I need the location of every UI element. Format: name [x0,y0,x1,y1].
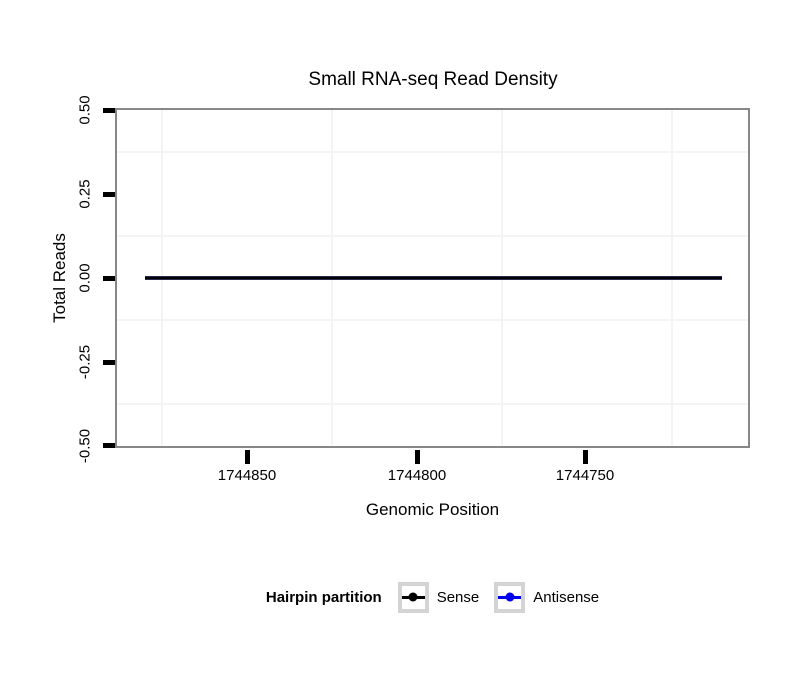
y-axis-title: Total Reads [50,233,69,323]
sense-point-icon [408,592,418,602]
x-tick-label: 1744850 [217,467,277,484]
overlapping-sense-antisense-line [145,276,722,280]
y-tick-mark [103,360,117,365]
legend-key-antisense [494,581,526,613]
minor-gridline-horizontal [117,151,748,153]
minor-gridline-horizontal [117,403,748,405]
x-tick-label: 1744800 [387,467,447,484]
legend: Hairpin partition Sense Antisense [117,579,748,615]
legend-label-sense: Sense [436,588,480,606]
y-tick-label: 0.50 [76,95,94,125]
y-tick-mark [103,443,117,448]
legend-label-antisense: Antisense [533,588,600,606]
minor-gridline-horizontal [117,235,748,237]
x-tick-label: 1744750 [555,467,615,484]
plot-panel [115,108,750,448]
legend-key-sense [397,581,429,613]
antisense-point-icon [505,592,515,602]
y-tick-mark [103,192,117,197]
y-tick-label: -0.50 [76,428,94,464]
x-axis-title: Genomic Position [365,500,500,519]
x-tick-mark [583,450,588,464]
y-tick-label: -0.25 [76,344,94,380]
y-tick-label: 0.25 [76,179,94,209]
y-tick-label: 0.00 [76,263,94,293]
chart-title: Small RNA-seq Read Density [308,69,558,90]
x-tick-mark [245,450,250,464]
minor-gridline-horizontal [117,319,748,321]
legend-title: Hairpin partition [265,588,382,606]
x-tick-mark [415,450,420,464]
y-tick-mark [103,108,117,113]
y-tick-mark [103,276,117,281]
